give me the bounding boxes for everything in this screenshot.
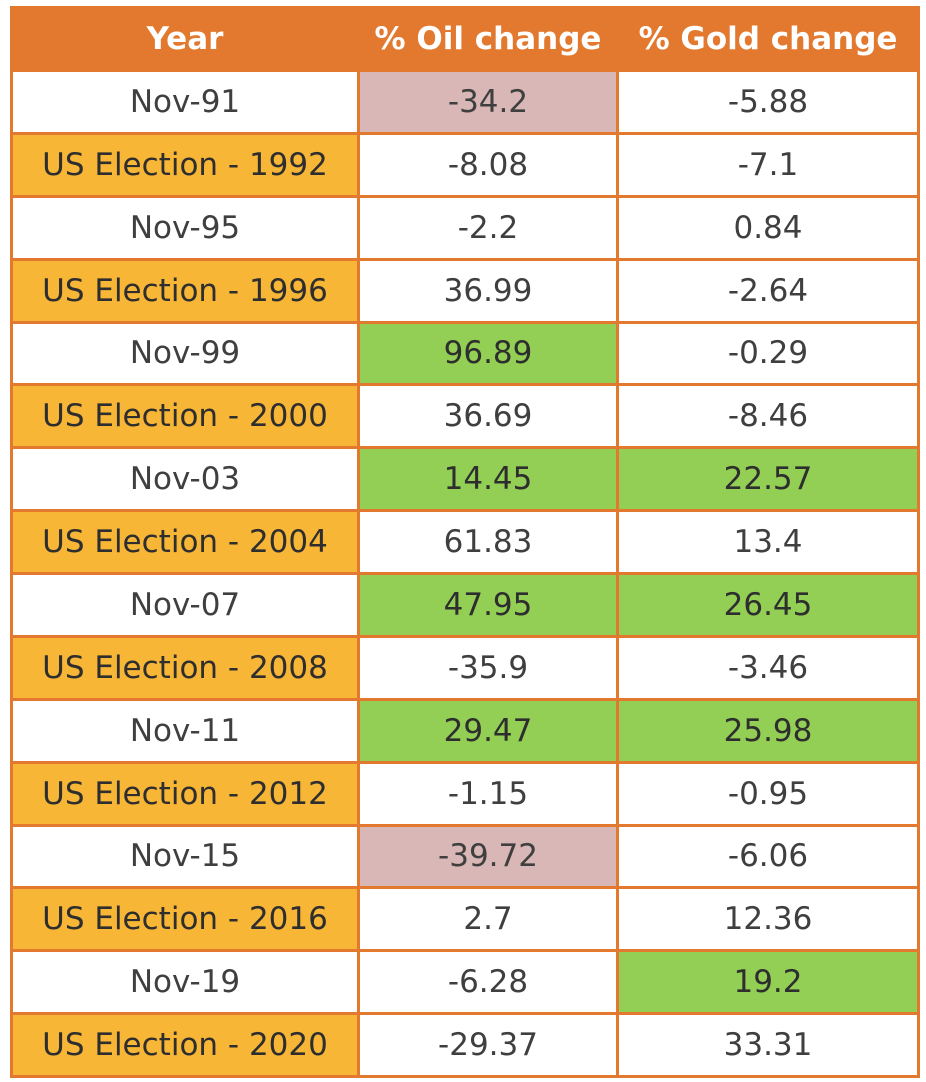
table-row: Nov-07 47.95 26.45 bbox=[13, 575, 917, 635]
gold-cell: 22.57 bbox=[619, 449, 917, 510]
year-cell: US Election - 2012 bbox=[13, 763, 357, 824]
year-cell: US Election - 2000 bbox=[13, 386, 357, 447]
gold-cell: 13.4 bbox=[619, 512, 917, 572]
oil-cell: 14.45 bbox=[360, 449, 616, 510]
oil-cell: -6.28 bbox=[360, 952, 616, 1013]
table-row: US Election - 2004 61.83 13.4 bbox=[13, 512, 917, 572]
table-row: US Election - 2016 2.7 12.36 bbox=[13, 889, 917, 950]
year-cell: Nov-11 bbox=[13, 700, 357, 761]
header-cell: % Oil change bbox=[360, 9, 616, 69]
table-row: Nov-95 -2.2 0.84 bbox=[13, 197, 917, 258]
gold-cell: -7.1 bbox=[619, 134, 917, 195]
oil-cell: 36.99 bbox=[360, 260, 616, 321]
gold-cell: -8.46 bbox=[619, 386, 917, 447]
gold-cell: 19.2 bbox=[619, 952, 917, 1013]
data-table: Year% Oil change% Gold change Nov-91 -34.… bbox=[10, 6, 920, 1078]
gold-cell: 26.45 bbox=[619, 575, 917, 635]
oil-cell: 96.89 bbox=[360, 323, 616, 384]
oil-cell: 29.47 bbox=[360, 700, 616, 761]
table-row: Nov-99 96.89 -0.29 bbox=[13, 323, 917, 384]
year-cell: Nov-07 bbox=[13, 575, 357, 635]
table-row: Nov-03 14.45 22.57 bbox=[13, 449, 917, 510]
table-row: US Election - 2012 -1.15 -0.95 bbox=[13, 763, 917, 824]
oil-cell: -8.08 bbox=[360, 134, 616, 195]
gold-cell: -3.46 bbox=[619, 637, 917, 698]
table-row: Nov-19 -6.28 19.2 bbox=[13, 952, 917, 1013]
oil-cell: 61.83 bbox=[360, 512, 616, 572]
year-cell: Nov-15 bbox=[13, 826, 357, 887]
gold-cell: 33.31 bbox=[619, 1015, 917, 1075]
year-cell: Nov-19 bbox=[13, 952, 357, 1013]
oil-cell: -34.2 bbox=[360, 72, 616, 132]
header-cell: Year bbox=[13, 9, 357, 69]
year-cell: US Election - 2004 bbox=[13, 512, 357, 572]
table-row: US Election - 1992 -8.08 -7.1 bbox=[13, 134, 917, 195]
year-cell: Nov-95 bbox=[13, 197, 357, 258]
table-row: Nov-11 29.47 25.98 bbox=[13, 700, 917, 761]
oil-cell: -35.9 bbox=[360, 637, 616, 698]
gold-cell: 12.36 bbox=[619, 889, 917, 950]
oil-cell: 2.7 bbox=[360, 889, 616, 950]
year-cell: US Election - 1996 bbox=[13, 260, 357, 321]
gold-cell: -6.06 bbox=[619, 826, 917, 887]
oil-cell: -39.72 bbox=[360, 826, 616, 887]
year-cell: Nov-03 bbox=[13, 449, 357, 510]
oil-cell: 36.69 bbox=[360, 386, 616, 447]
year-cell: US Election - 1992 bbox=[13, 134, 357, 195]
table-row: US Election - 2020 -29.37 33.31 bbox=[13, 1015, 917, 1075]
gold-cell: -5.88 bbox=[619, 72, 917, 132]
oil-cell: -2.2 bbox=[360, 197, 616, 258]
header-row: Year% Oil change% Gold change bbox=[13, 9, 917, 69]
oil-cell: 47.95 bbox=[360, 575, 616, 635]
table-row: US Election - 2008 -35.9 -3.46 bbox=[13, 637, 917, 698]
year-cell: US Election - 2020 bbox=[13, 1015, 357, 1075]
header-cell: % Gold change bbox=[619, 9, 917, 69]
table-row: Nov-91 -34.2 -5.88 bbox=[13, 72, 917, 132]
year-cell: US Election - 2008 bbox=[13, 637, 357, 698]
table-row: US Election - 2000 36.69 -8.46 bbox=[13, 386, 917, 447]
year-cell: Nov-91 bbox=[13, 72, 357, 132]
table-row: US Election - 1996 36.99 -2.64 bbox=[13, 260, 917, 321]
gold-cell: 25.98 bbox=[619, 700, 917, 761]
table-row: Nov-15 -39.72 -6.06 bbox=[13, 826, 917, 887]
gold-cell: -0.29 bbox=[619, 323, 917, 384]
table-container: Year% Oil change% Gold change Nov-91 -34.… bbox=[10, 6, 920, 1078]
oil-cell: -1.15 bbox=[360, 763, 616, 824]
gold-cell: -0.95 bbox=[619, 763, 917, 824]
oil-cell: -29.37 bbox=[360, 1015, 616, 1075]
gold-cell: 0.84 bbox=[619, 197, 917, 258]
year-cell: US Election - 2016 bbox=[13, 889, 357, 950]
year-cell: Nov-99 bbox=[13, 323, 357, 384]
gold-cell: -2.64 bbox=[619, 260, 917, 321]
table-body: Nov-91 -34.2 -5.88 US Election - 1992 -8.08-… bbox=[13, 72, 917, 1075]
